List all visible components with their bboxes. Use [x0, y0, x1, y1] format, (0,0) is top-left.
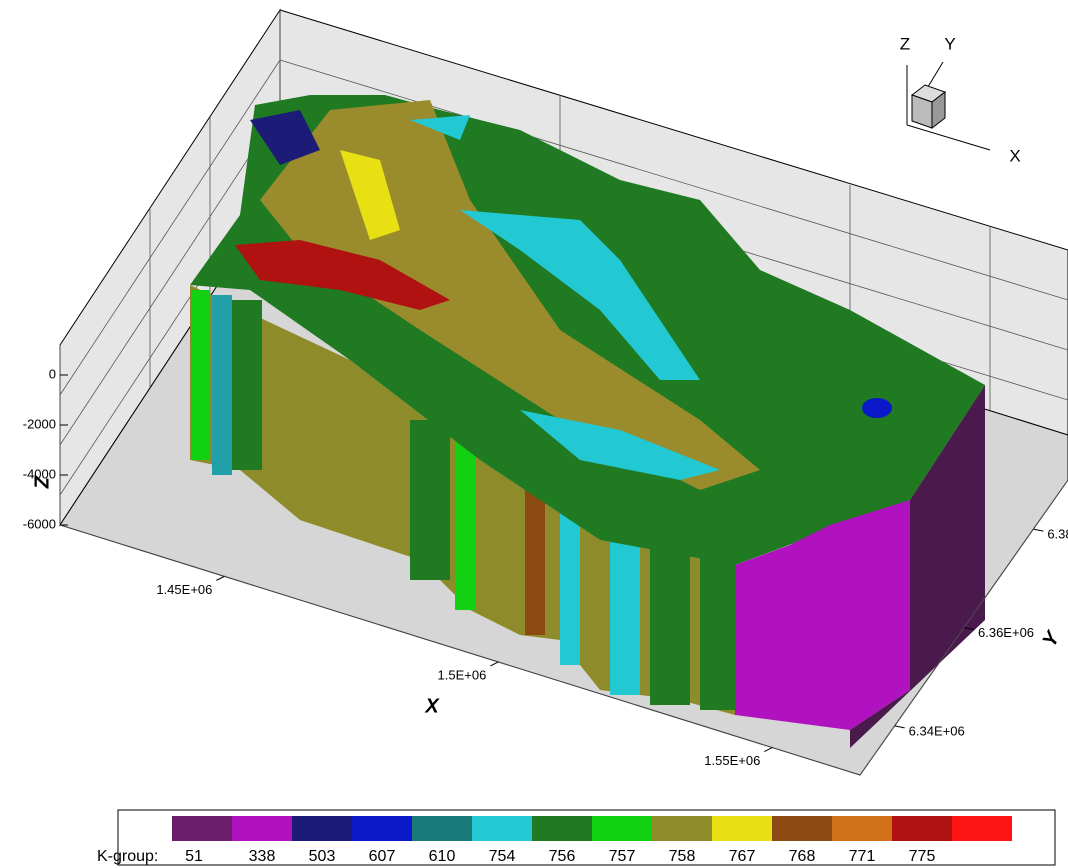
legend-swatch — [532, 816, 592, 841]
y-axis-title: Y — [1039, 627, 1066, 651]
legend-label: 767 — [729, 848, 756, 865]
legend-swatch — [772, 816, 832, 841]
z-tick-label: -4000 — [23, 466, 56, 481]
legend-swatch — [892, 816, 952, 841]
front-stripe — [232, 300, 262, 470]
triad-label: Y — [944, 34, 955, 53]
front-stripe — [212, 295, 232, 475]
z-tick-label: -6000 — [23, 516, 56, 531]
z-tick-label: 0 — [49, 366, 56, 381]
legend-swatch — [832, 816, 892, 841]
legend-swatch — [352, 816, 412, 841]
triad-label: X — [1009, 146, 1020, 165]
front-stripe — [525, 480, 545, 635]
x-axis-title: X — [424, 695, 440, 717]
front-stripe — [560, 500, 580, 665]
y-tick — [1033, 529, 1043, 531]
z-tick-label: -2000 — [23, 416, 56, 431]
legend-swatch — [592, 816, 652, 841]
front-stripe — [700, 540, 735, 710]
legend-label: 754 — [489, 848, 516, 865]
legend-label: 51 — [185, 848, 203, 865]
legend-label: 758 — [669, 848, 696, 865]
legend-label: 775 — [909, 848, 936, 865]
x-tick — [216, 576, 224, 580]
blue-zone — [862, 398, 892, 418]
legend-label: 771 — [849, 848, 876, 865]
legend-label: 607 — [369, 848, 396, 865]
x-tick — [764, 748, 772, 752]
legend-swatch — [412, 816, 472, 841]
legend-label: 338 — [249, 848, 276, 865]
legend-swatch — [472, 816, 532, 841]
legend-label: 757 — [609, 848, 636, 865]
triad-label: Z — [900, 34, 910, 53]
triad: Z Y X — [900, 34, 1021, 165]
y-tick-label: 6.34E+06 — [909, 723, 965, 738]
legend-swatch — [292, 816, 352, 841]
x-tick — [490, 662, 498, 666]
y-tick-label: 6.38E+06 — [1047, 527, 1068, 542]
legend-label: 756 — [549, 848, 576, 865]
legend-title: K-group: — [97, 848, 158, 865]
front-stripe — [455, 440, 475, 610]
legend-label: 610 — [429, 848, 456, 865]
front-stripe — [192, 290, 210, 460]
legend-label: 503 — [309, 848, 336, 865]
legend-swatch — [232, 816, 292, 841]
x-tick-label: 1.45E+06 — [156, 582, 212, 597]
legend-swatch — [952, 816, 1012, 841]
legend-swatch — [712, 816, 772, 841]
legend-swatch — [172, 816, 232, 841]
y-tick — [895, 726, 905, 728]
legend-label: 768 — [789, 848, 816, 865]
x-tick-label: 1.55E+06 — [704, 753, 760, 768]
y-tick-label: 6.36E+06 — [978, 625, 1034, 640]
legend-swatch — [652, 816, 712, 841]
chart: X Y Z Z Y X K-group: 1.45E+06 1.5E+06 1.55… — [0, 0, 1068, 868]
front-stripe — [410, 420, 450, 580]
x-tick-label: 1.5E+06 — [438, 667, 487, 682]
